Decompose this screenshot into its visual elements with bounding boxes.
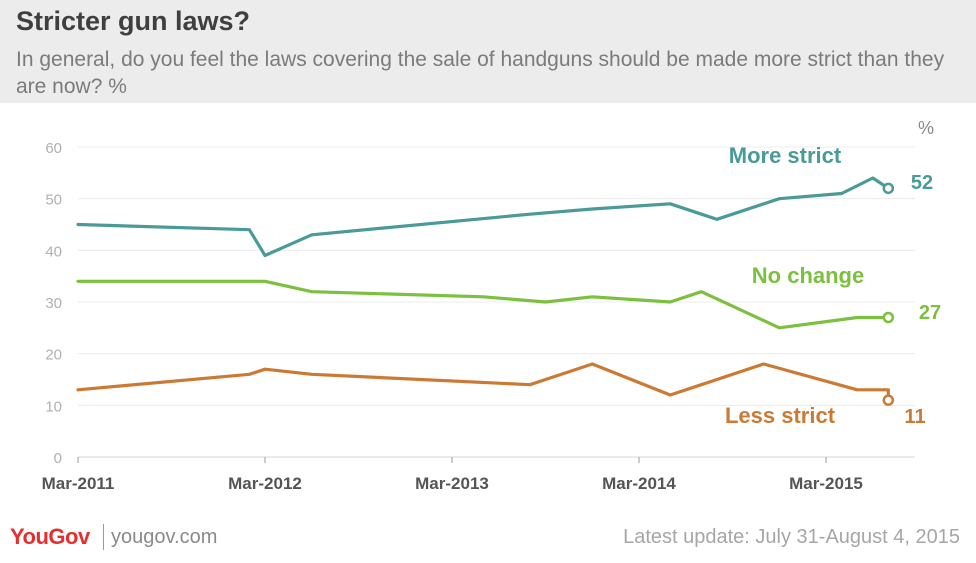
series-line — [76, 362, 890, 402]
x-tick-label: Mar-2015 — [789, 474, 863, 493]
series-end-marker — [882, 394, 895, 406]
series-labels: More strict 52 No change 27 Less strict 11 — [725, 143, 941, 428]
y-tick-label: 40 — [45, 243, 62, 260]
chart-title: Stricter gun laws? — [16, 6, 251, 36]
series-end-marker — [882, 182, 895, 195]
y-tick-label: 50 — [45, 192, 62, 209]
gridlines — [77, 146, 915, 463]
line-chart: 0 10 20 30 40 50 60 Mar-2011 Mar-2012 Mar-2013 Mar… — [0, 103, 976, 503]
site-link[interactable]: yougov.com — [111, 526, 218, 548]
chart-svg: 0 10 20 30 40 50 60 Mar-2011 Mar-2012 Mar-2013 Mar… — [42, 118, 942, 493]
series-end-value: 27 — [919, 302, 941, 324]
series-name-label: More strict — [729, 143, 842, 168]
x-tick-label: Mar-2012 — [228, 474, 302, 493]
y-tick-label: 20 — [45, 347, 62, 364]
series-end-marker — [882, 311, 895, 324]
y-tick-label: 10 — [45, 398, 62, 415]
series-name-label: No change — [752, 263, 864, 288]
x-tick-label: Mar-2014 — [602, 474, 676, 493]
series-line — [76, 279, 890, 330]
x-tick-label: Mar-2011 — [42, 474, 115, 493]
series-name-label: Less strict — [725, 403, 836, 428]
y-tick-label: 30 — [45, 295, 62, 312]
series-lines — [76, 176, 895, 406]
chart-subtitle: In general, do you feel the laws coverin… — [16, 48, 945, 98]
series-line — [76, 176, 890, 258]
footer: YouGov yougov.com Latest update: July 31… — [0, 518, 976, 563]
footer-divider — [103, 524, 104, 550]
axes: 0 10 20 30 40 50 60 Mar-2011 Mar-2012 Mar-2013 Mar… — [42, 118, 934, 493]
yougov-logo[interactable]: YouGov — [10, 524, 90, 549]
y-tick-label: 60 — [45, 140, 62, 157]
latest-update: Latest update: July 31-August 4, 2015 — [623, 526, 960, 548]
chart-header: Stricter gun laws? In general, do you fe… — [0, 0, 976, 103]
series-end-value: 11 — [904, 406, 925, 428]
y-tick-label: 0 — [54, 450, 62, 467]
x-tick-label: Mar-2013 — [415, 474, 489, 493]
unit-label: % — [918, 118, 934, 138]
series-end-value: 52 — [911, 172, 933, 194]
